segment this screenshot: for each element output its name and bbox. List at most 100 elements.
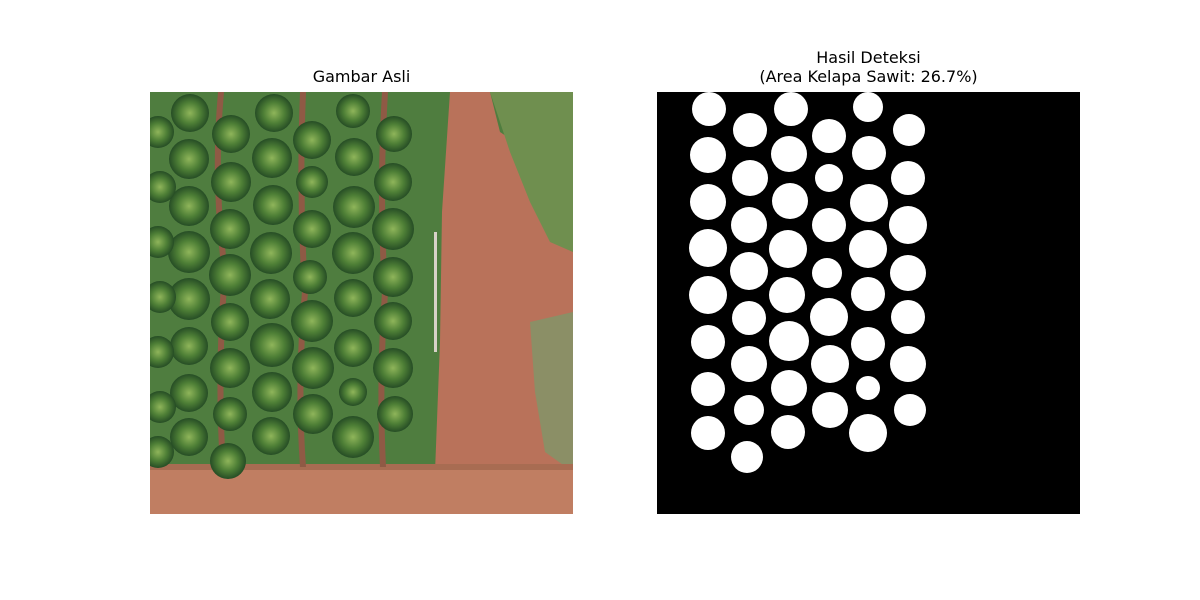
palm-tree — [255, 94, 293, 132]
palm-trees — [150, 94, 414, 479]
detection-result-title: Hasil Deteksi (Area Kelapa Sawit: 26.7%) — [657, 48, 1080, 86]
detected-palm-blob — [772, 183, 808, 219]
detected-palm-blob — [811, 345, 849, 383]
detected-palm-blob — [769, 230, 807, 268]
palm-tree — [332, 232, 374, 274]
palm-tree — [150, 226, 174, 258]
palm-tree — [150, 436, 174, 468]
palm-tree — [150, 281, 176, 313]
palm-tree — [374, 163, 412, 201]
detected-palm-blob — [889, 206, 927, 244]
detected-palm-blob — [815, 164, 843, 192]
detected-palm-blob — [730, 252, 768, 290]
detected-palm-blob — [689, 229, 727, 267]
detected-palm-blob — [769, 277, 805, 313]
detected-palm-blob — [849, 414, 887, 452]
detected-palm-blob — [774, 92, 808, 126]
soil-strip-bottom — [150, 467, 573, 514]
palm-tree — [250, 279, 290, 319]
detected-palm-blob — [891, 300, 925, 334]
detected-palm-blob — [851, 277, 885, 311]
palm-tree — [293, 394, 333, 434]
palm-tree — [293, 210, 331, 248]
detected-palm-blob — [771, 415, 805, 449]
detected-palm-blob — [812, 119, 846, 153]
detected-palm-blob — [691, 325, 725, 359]
palm-tree — [253, 185, 293, 225]
detected-palm-blob — [810, 298, 848, 336]
palm-tree — [168, 231, 210, 273]
detected-palm-blob — [769, 321, 809, 361]
palm-tree — [377, 396, 413, 432]
palm-tree — [212, 115, 250, 153]
palm-tree — [372, 208, 414, 250]
palm-tree — [211, 303, 249, 341]
detected-blobs — [689, 92, 927, 473]
detected-palm-blob — [733, 113, 767, 147]
palm-tree — [334, 329, 372, 367]
palm-tree — [334, 279, 372, 317]
palm-tree — [293, 260, 327, 294]
original-image-title: Gambar Asli — [312, 67, 411, 86]
palm-tree — [211, 162, 251, 202]
detected-palm-blob — [812, 258, 842, 288]
palm-tree — [339, 378, 367, 406]
detected-palm-blob — [893, 114, 925, 146]
aerial-photo — [150, 92, 573, 514]
detected-palm-blob — [851, 327, 885, 361]
detected-palm-blob — [731, 441, 763, 473]
palm-tree — [336, 94, 370, 128]
detected-palm-blob — [692, 92, 726, 126]
palm-tree — [170, 327, 208, 365]
detected-palm-blob — [890, 255, 926, 291]
detected-palm-blob — [771, 370, 807, 406]
detection-mask-image — [657, 92, 1080, 514]
detected-palm-blob — [734, 395, 764, 425]
palm-tree — [209, 254, 251, 296]
detected-palm-blob — [852, 136, 886, 170]
detection-area-caption: (Area Kelapa Sawit: 26.7%) — [759, 67, 978, 86]
detected-palm-blob — [849, 230, 887, 268]
palm-tree — [210, 348, 250, 388]
palm-tree — [150, 171, 176, 203]
palm-tree — [373, 348, 413, 388]
detected-palm-blob — [732, 301, 766, 335]
palm-tree — [213, 397, 247, 431]
vegetation-patch — [490, 92, 573, 252]
detected-palm-blob — [690, 137, 726, 173]
detected-palm-blob — [691, 372, 725, 406]
original-aerial-image — [150, 92, 573, 514]
detected-palm-blob — [890, 346, 926, 382]
palm-tree — [252, 138, 292, 178]
palm-tree — [333, 186, 375, 228]
palm-tree — [332, 416, 374, 458]
palm-tree — [171, 94, 209, 132]
palm-tree — [170, 374, 208, 412]
palm-tree — [291, 300, 333, 342]
palm-tree — [169, 139, 209, 179]
detected-palm-blob — [691, 416, 725, 450]
detected-palm-blob — [891, 161, 925, 195]
palm-tree — [292, 347, 334, 389]
detected-palm-blob — [812, 208, 846, 242]
vegetation-patch — [530, 312, 573, 472]
detected-palm-blob — [689, 276, 727, 314]
detected-palm-blob — [853, 92, 883, 122]
palm-tree — [210, 209, 250, 249]
detection-mask — [657, 92, 1080, 514]
detected-palm-blob — [850, 184, 888, 222]
soil-edge — [150, 464, 573, 470]
detected-palm-blob — [731, 207, 767, 243]
palm-tree — [376, 116, 412, 152]
palm-tree — [150, 116, 174, 148]
palm-tree — [293, 121, 331, 159]
detected-palm-blob — [856, 376, 880, 400]
palm-tree — [150, 336, 174, 368]
palm-tree — [250, 323, 294, 367]
palm-tree — [252, 417, 290, 455]
palm-tree — [170, 418, 208, 456]
palm-tree — [210, 443, 246, 479]
palm-tree — [250, 232, 292, 274]
detected-palm-blob — [731, 346, 767, 382]
palm-tree — [374, 302, 412, 340]
